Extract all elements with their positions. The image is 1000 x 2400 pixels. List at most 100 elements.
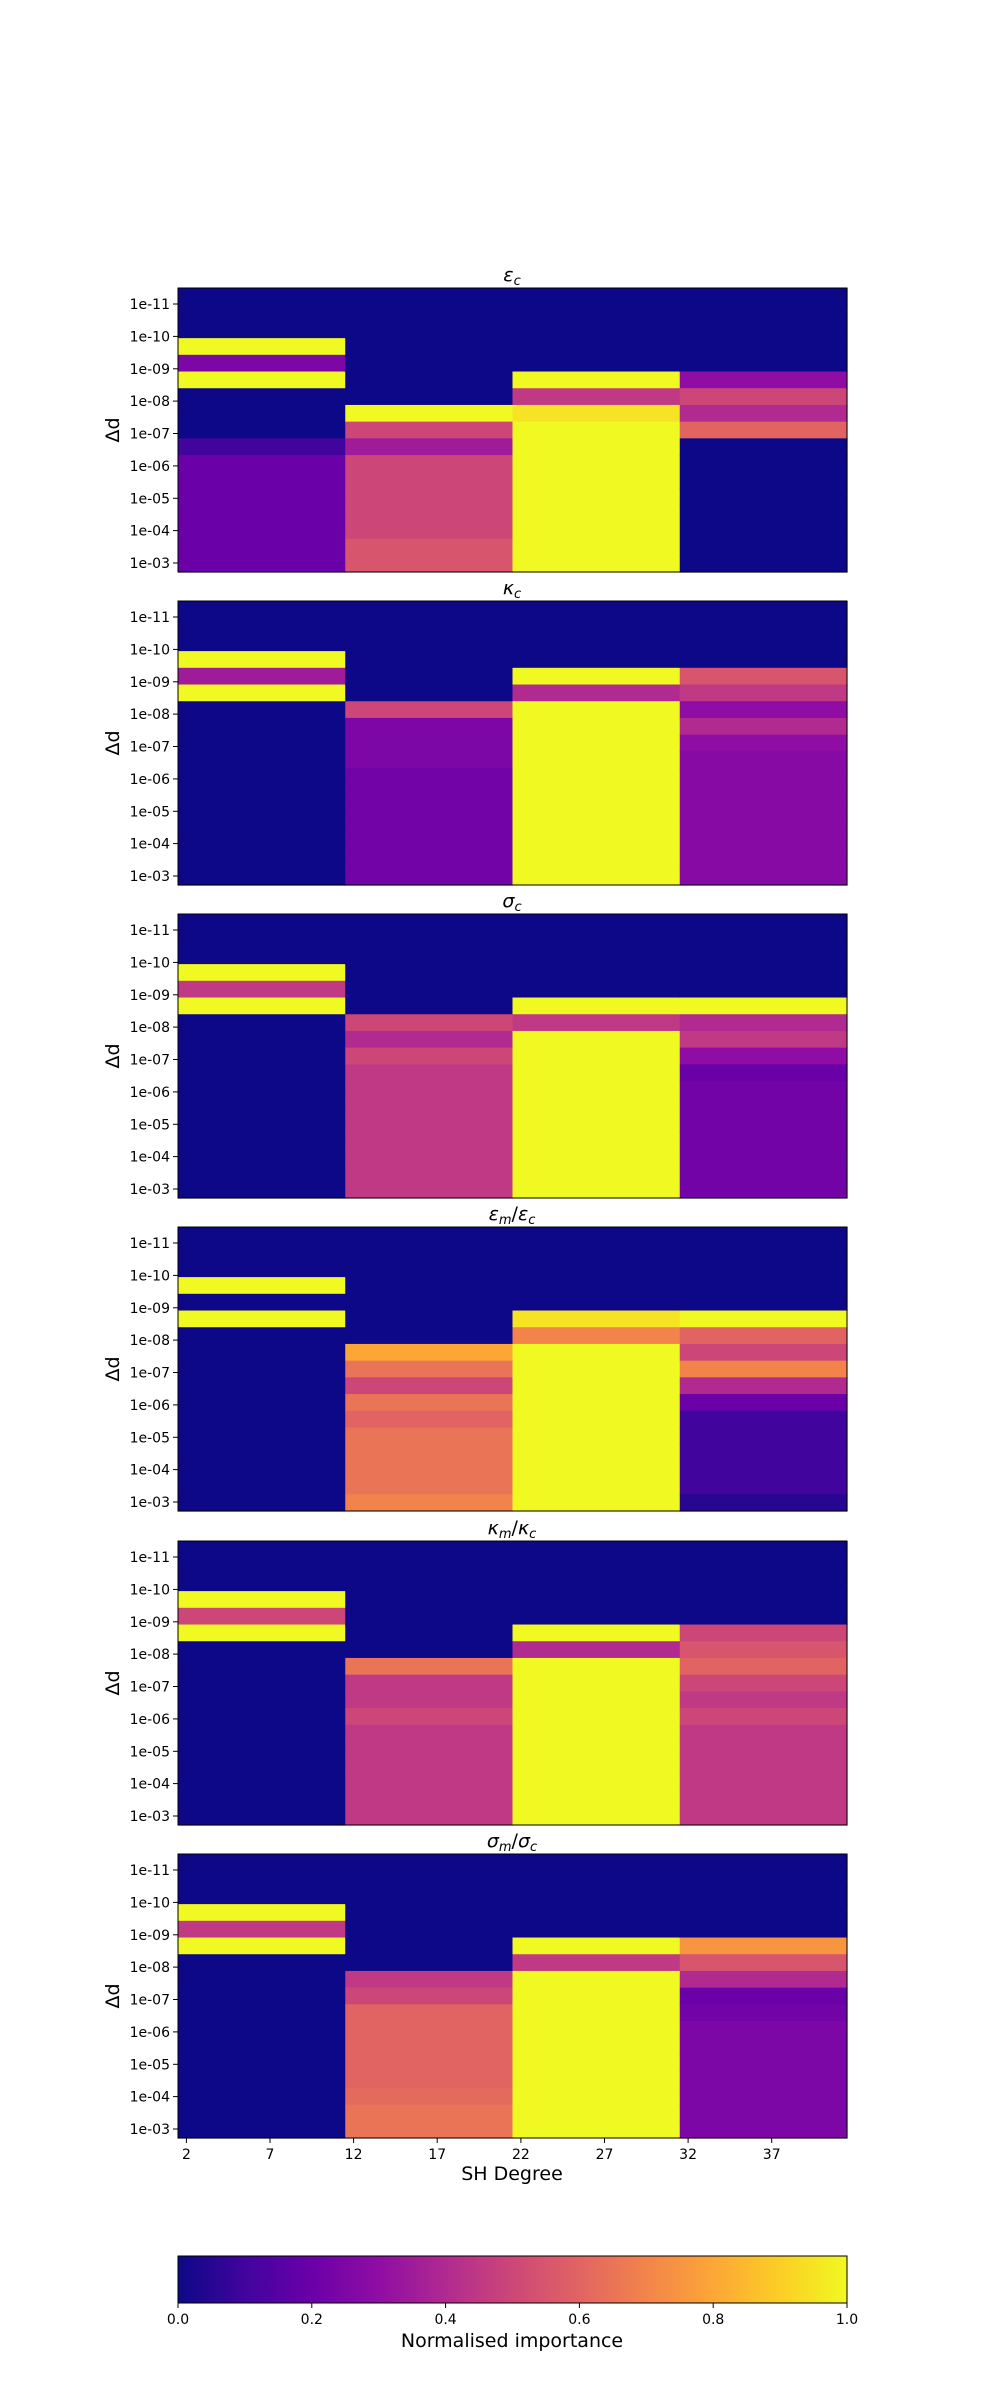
heatmap-cell bbox=[345, 1674, 514, 1692]
heatmap-cell bbox=[178, 438, 346, 456]
heatmap-cell bbox=[679, 1081, 848, 1099]
heatmap-cell bbox=[345, 1277, 514, 1295]
y-tick-label: 1e-09 bbox=[130, 1928, 170, 1944]
colorbar-label: Normalised importance bbox=[401, 2330, 623, 2352]
heatmap-cell bbox=[512, 1624, 681, 1642]
heatmap-cell bbox=[178, 1774, 346, 1793]
heatmap-cell bbox=[679, 1791, 848, 1809]
heatmap-cell bbox=[512, 1724, 681, 1743]
panel-title-sub: c bbox=[530, 1840, 537, 1855]
heatmap-cell bbox=[345, 304, 514, 323]
heatmap-cell bbox=[512, 851, 681, 869]
heatmap-cell bbox=[679, 338, 848, 356]
heatmap-cell bbox=[512, 1887, 681, 1905]
heatmap-cell bbox=[679, 321, 848, 339]
heatmap-cell bbox=[178, 1131, 346, 1149]
heatmap-cell bbox=[679, 555, 848, 573]
heatmap-cell bbox=[512, 2071, 681, 2089]
heatmap-cell bbox=[679, 2021, 848, 2039]
heatmap-cell bbox=[512, 371, 681, 389]
heatmap-cell bbox=[679, 2104, 848, 2122]
heatmap-cell bbox=[679, 1410, 848, 1429]
heatmap-cell bbox=[178, 1293, 346, 1312]
heatmap-cell bbox=[679, 1691, 848, 1709]
y-tick-label: 1e-11 bbox=[130, 610, 170, 626]
heatmap-cell bbox=[679, 768, 848, 786]
y-tick-label: 1e-04 bbox=[130, 1777, 170, 1793]
heatmap-cell bbox=[679, 1444, 848, 1462]
panel-title-sub: m bbox=[499, 1840, 512, 1855]
heatmap-cell bbox=[512, 1591, 681, 1609]
heatmap-cell bbox=[512, 947, 681, 965]
heatmap-cell bbox=[178, 1541, 346, 1559]
heatmap-cell bbox=[679, 1624, 848, 1642]
heatmap-cell bbox=[512, 1477, 681, 1495]
y-tick-label: 1e-10 bbox=[130, 1268, 170, 1284]
x-tick-label: 2 bbox=[182, 2147, 191, 2163]
y-tick-label: 1e-05 bbox=[130, 804, 170, 820]
heatmap-cell bbox=[512, 818, 681, 836]
y-tick-label: 1e-07 bbox=[130, 1680, 170, 1696]
y-tick-label: 1e-04 bbox=[130, 2090, 170, 2106]
heatmap-cell bbox=[345, 684, 514, 702]
heatmap-cell bbox=[178, 1691, 346, 1709]
heatmap-cell bbox=[178, 505, 346, 523]
heatmap-cell bbox=[345, 667, 514, 686]
heatmap-cell bbox=[345, 1114, 514, 1132]
heatmap-cell bbox=[679, 684, 848, 702]
heatmap-cell bbox=[679, 1064, 848, 1082]
panel-title-main: κ bbox=[518, 1517, 530, 1539]
heatmap-cell bbox=[679, 1277, 848, 1295]
heatmap-cell bbox=[345, 768, 514, 786]
heatmap-cell bbox=[512, 634, 681, 652]
heatmap-cell bbox=[512, 288, 681, 306]
y-tick-label: 1e-03 bbox=[130, 1495, 170, 1511]
y-tick-label: 1e-08 bbox=[130, 1647, 170, 1663]
heatmap-cell bbox=[178, 2121, 346, 2139]
y-tick-label: 1e-05 bbox=[130, 1744, 170, 1760]
heatmap-cell bbox=[178, 717, 346, 736]
heatmap-cell bbox=[345, 354, 514, 373]
heatmap-cell bbox=[679, 1541, 848, 1559]
y-tick-label: 1e-09 bbox=[130, 1301, 170, 1317]
heatmap-cell bbox=[178, 471, 346, 490]
heatmap-cell bbox=[512, 1774, 681, 1793]
heatmap-cell bbox=[178, 488, 346, 506]
heatmap-cell bbox=[512, 338, 681, 356]
heatmap-cell bbox=[345, 1327, 514, 1345]
heatmap-cell bbox=[679, 1954, 848, 1972]
heatmap-cell bbox=[512, 734, 681, 752]
heatmap-cell bbox=[178, 684, 346, 702]
heatmap-cell bbox=[512, 404, 681, 423]
heatmap-cell bbox=[512, 1343, 681, 1362]
heatmap-cell bbox=[679, 801, 848, 819]
heatmap-cell bbox=[178, 1114, 346, 1132]
colorbar-tick-label: 0.6 bbox=[568, 2312, 590, 2328]
heatmap-cell bbox=[679, 1164, 848, 1182]
heatmap-cell bbox=[345, 1097, 514, 1116]
heatmap-cell bbox=[178, 1937, 346, 1955]
panel-title-slash: / bbox=[512, 1203, 519, 1225]
heatmap-cell bbox=[679, 667, 848, 686]
heatmap-cell bbox=[345, 1870, 514, 1889]
heatmap-cell bbox=[679, 471, 848, 490]
heatmap-cell bbox=[679, 1854, 848, 1872]
heatmap-cell bbox=[679, 868, 848, 886]
heatmap-cell bbox=[345, 1937, 514, 1955]
heatmap-cell bbox=[345, 1854, 514, 1872]
heatmap-cell bbox=[512, 768, 681, 786]
heatmap-cell bbox=[178, 1557, 346, 1576]
heatmap-cell bbox=[178, 964, 346, 982]
heatmap-cell bbox=[679, 1758, 848, 1776]
heatmap-cell bbox=[512, 717, 681, 736]
heatmap-cell bbox=[178, 751, 346, 769]
heatmap-cell bbox=[345, 818, 514, 836]
heatmap-cell bbox=[178, 2104, 346, 2122]
panel-title-main: κ bbox=[503, 577, 515, 599]
heatmap-cell bbox=[345, 2037, 514, 2056]
heatmap-panel: σc 1e-11 1e-10 1e-09 1e-08 1e-07 1e-06 1e-05 1e-… bbox=[102, 890, 848, 1199]
heatmap-cell bbox=[178, 651, 346, 669]
panel-frame bbox=[177, 287, 848, 573]
heatmap-cell bbox=[512, 438, 681, 456]
heatmap-cell bbox=[178, 1741, 346, 1759]
